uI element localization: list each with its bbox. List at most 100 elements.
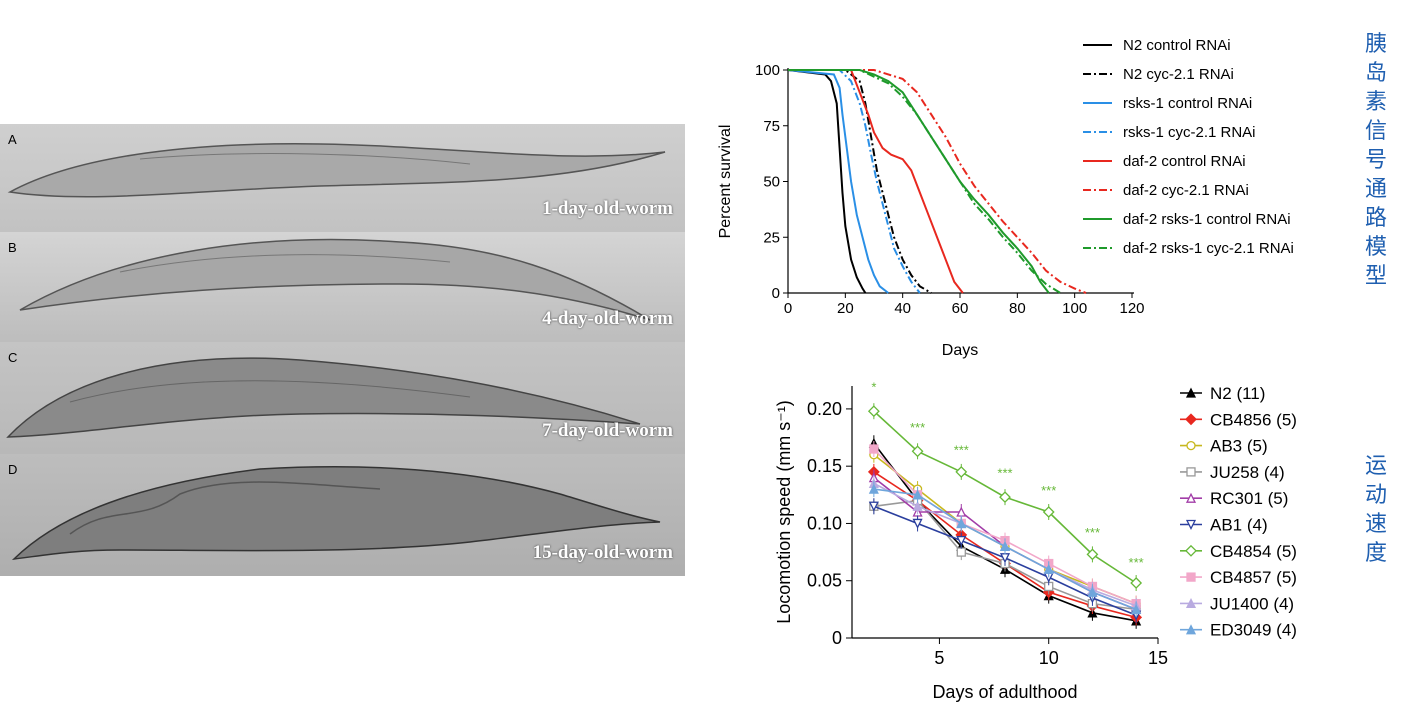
loco-data-point <box>868 501 879 512</box>
survival-x-tick-label: 60 <box>952 300 969 317</box>
survival-y-tick-label: 25 <box>763 229 780 246</box>
loco-data-point <box>1087 586 1098 597</box>
loco-x-tick-label: 15 <box>1148 648 1168 668</box>
side-label-char: 度 <box>1364 541 1387 566</box>
loco-data-point <box>1185 492 1197 503</box>
loco-data-point <box>999 491 1011 504</box>
side-label-char: 岛 <box>1364 61 1387 86</box>
loco-data-point <box>912 489 923 500</box>
panel-caption-d: 15-day-old-worm <box>532 542 673 563</box>
side-label-char: 模 <box>1364 235 1387 260</box>
side-label-char: 通 <box>1364 177 1387 202</box>
loco-x-tick-label: 10 <box>1039 648 1059 668</box>
loco-data-point <box>1130 577 1143 589</box>
loco-data-point <box>956 547 966 557</box>
side-label-char: 胰 <box>1364 32 1387 57</box>
survival-series-line <box>788 69 1087 294</box>
side-label-insulin-model: 胰岛素信号通路模型 <box>1362 30 1390 291</box>
loco-y-tick-label: 0.05 <box>807 571 842 591</box>
worm-image-d <box>11 466 661 560</box>
survival-x-tick-label: 80 <box>1009 300 1026 317</box>
loco-data-point <box>912 518 923 529</box>
loco-significance-mark: *** <box>954 443 969 458</box>
worm-micrograph-figure: A 1-day-old-worm B 4-day-old-worm C 7-da… <box>0 124 685 576</box>
survival-y-tick-label: 0 <box>772 285 780 302</box>
survival-x-tick-label: 40 <box>894 300 911 317</box>
loco-significance-mark: *** <box>910 420 925 435</box>
loco-data-point <box>956 535 967 547</box>
panel-letter-c: C <box>8 350 18 365</box>
side-label-char: 型 <box>1364 264 1387 289</box>
survival-y-tick-label: 75 <box>763 118 780 135</box>
loco-y-tick-label: 0.15 <box>807 456 842 476</box>
survival-series-line <box>787 69 867 294</box>
micrograph-panel-c: C 7-day-old-worm <box>0 342 685 454</box>
loco-data-point <box>911 445 924 458</box>
survival-series-line <box>788 69 1061 294</box>
loco-data-point <box>1185 544 1197 557</box>
loco-significance-mark: *** <box>1129 555 1144 570</box>
panel-letter-a: A <box>8 132 17 147</box>
side-label-char: 号 <box>1364 148 1387 173</box>
loco-y-tick-label: 0 <box>832 628 842 648</box>
loco-y-label: Locomotion speed (mm s⁻¹) <box>774 400 794 624</box>
worm-image-a <box>7 143 666 198</box>
survival-series-line <box>787 69 889 294</box>
panel-caption-a: 1-day-old-worm <box>542 198 673 219</box>
side-label-char: 运 <box>1364 454 1387 479</box>
loco-data-point <box>912 500 923 511</box>
loco-data-point <box>1185 624 1197 635</box>
loco-legend-label: AB1 (4) <box>1210 516 1268 535</box>
loco-legend-label: RC301 (5) <box>1210 489 1288 508</box>
loco-data-point <box>1131 603 1142 615</box>
loco-significance-mark: * <box>871 380 876 395</box>
survival-legend-label: rsks-1 cyc-2.1 RNAi <box>1123 124 1256 141</box>
survival-legend-label: daf-2 cyc-2.1 RNAi <box>1123 182 1249 199</box>
survival-series-line <box>788 69 921 294</box>
loco-data-point <box>1042 506 1055 518</box>
loco-legend-label: CB4857 (5) <box>1210 568 1297 587</box>
loco-data-point <box>1185 597 1197 609</box>
survival-y-tick-label: 50 <box>763 174 780 191</box>
side-label-char: 动 <box>1364 483 1387 508</box>
loco-data-point <box>999 540 1011 552</box>
micrograph-panel-a: A 1-day-old-worm <box>0 124 685 232</box>
loco-legend-label: AB3 (5) <box>1210 437 1268 456</box>
loco-significance-mark: *** <box>1085 525 1100 540</box>
loco-data-point <box>1185 413 1197 426</box>
loco-data-point <box>1043 563 1054 574</box>
survival-x-tick-label: 20 <box>837 300 854 317</box>
survival-legend-label: N2 control RNAi <box>1123 37 1231 54</box>
loco-y-tick-label: 0.10 <box>807 513 842 533</box>
loco-data-point <box>1185 387 1197 398</box>
survival-legend-label: daf-2 rsks-1 cyc-2.1 RNAi <box>1123 240 1294 257</box>
survival-x-tick-label: 100 <box>1062 300 1087 317</box>
loco-data-point <box>1186 440 1196 451</box>
side-label-char: 速 <box>1364 512 1387 537</box>
loco-legend-label: JU258 (4) <box>1210 463 1285 482</box>
loco-legend-label: ED3049 (4) <box>1210 621 1297 640</box>
survival-series-line <box>788 69 932 294</box>
loco-data-point <box>956 518 967 529</box>
survival-legend-label: N2 cyc-2.1 RNAi <box>1123 66 1234 83</box>
loco-data-point <box>955 465 968 478</box>
loco-significance-mark: *** <box>1041 483 1056 498</box>
loco-x-tick-label: 5 <box>934 648 944 668</box>
panel-letter-d: D <box>8 462 18 477</box>
survival-x-tick-label: 0 <box>784 300 792 317</box>
survival-legend-label: daf-2 control RNAi <box>1123 153 1246 170</box>
survival-x-tick-label: 120 <box>1119 300 1144 317</box>
micrograph-panel-d: D 15-day-old-worm <box>0 454 685 576</box>
loco-x-label: Days of adulthood <box>932 682 1077 702</box>
loco-legend-label: CB4854 (5) <box>1210 542 1297 561</box>
loco-legend-label: CB4856 (5) <box>1210 410 1297 429</box>
loco-significance-mark: *** <box>997 466 1012 481</box>
side-label-char: 信 <box>1364 119 1387 144</box>
loco-data-point <box>1186 467 1196 477</box>
panel-letter-b: B <box>8 240 17 255</box>
loco-data-point <box>1185 519 1197 530</box>
loco-data-point <box>1086 548 1099 561</box>
loco-data-point <box>1186 572 1196 582</box>
loco-data-point <box>868 483 879 494</box>
survival-y-label: Percent survival <box>717 125 734 239</box>
